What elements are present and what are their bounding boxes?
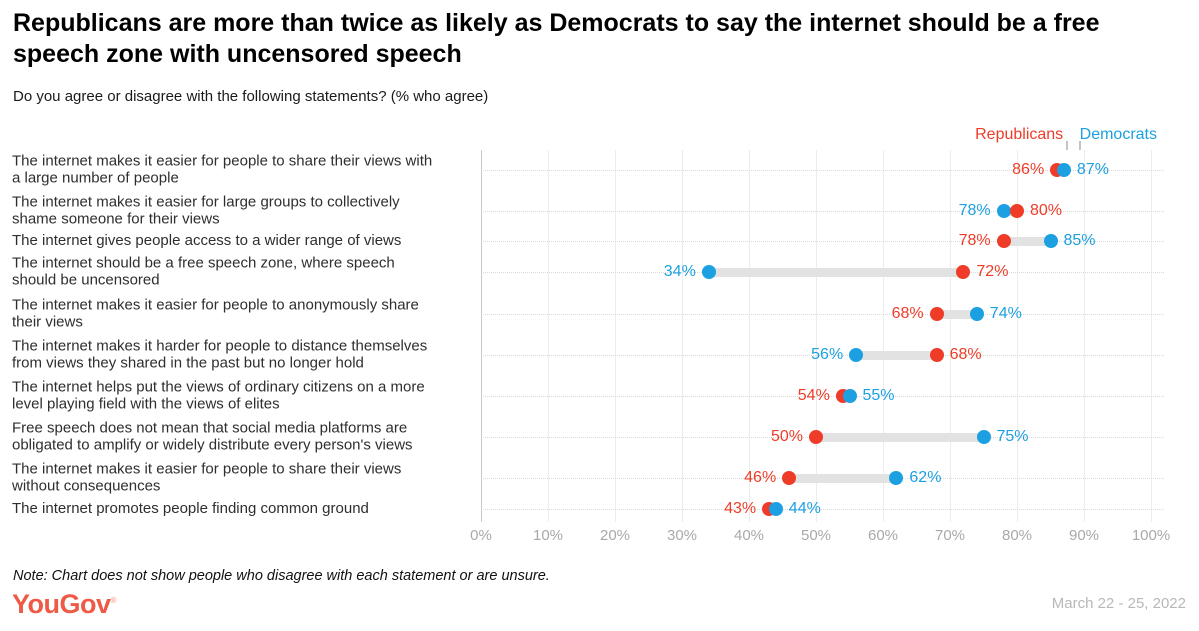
value-label-republicans: 68% — [891, 305, 924, 322]
chart-note: Note: Chart does not show people who dis… — [13, 568, 550, 584]
row-dotted-gridline — [481, 241, 1164, 242]
legend-pointer-tick — [1079, 141, 1081, 150]
dumbbell-dot-democrats — [969, 307, 984, 321]
x-axis-tick-label: 10% — [532, 527, 564, 544]
category-label: The internet makes it harder for people … — [12, 337, 428, 371]
gridline — [1017, 150, 1018, 522]
dumbbell-dot-republicans — [1010, 204, 1024, 218]
x-axis-tick-label: 20% — [599, 527, 631, 544]
value-label-republicans: 68% — [949, 346, 982, 363]
gridline — [816, 150, 817, 522]
gridline — [548, 150, 549, 522]
dumbbell-dot-republicans — [996, 234, 1011, 248]
gridline — [950, 150, 951, 522]
dumbbell-dot-democrats — [889, 471, 904, 485]
dumbbell-dot-democrats — [996, 204, 1011, 218]
row-dotted-gridline — [481, 314, 1164, 315]
value-label-democrats: 75% — [996, 428, 1029, 445]
legend: Republicans Democrats — [963, 126, 1157, 144]
category-label: The internet makes it easier for people … — [12, 460, 402, 494]
dumbbell-connector — [856, 350, 937, 360]
dumbbell-dot-democrats — [701, 265, 716, 279]
category-label: The internet should be a free speech zon… — [12, 254, 395, 288]
value-label-republicans: 46% — [744, 469, 777, 486]
x-axis-tick-label: 100% — [1131, 527, 1171, 544]
category-label: The internet makes it easier for people … — [12, 296, 419, 330]
value-label-democrats: 55% — [862, 387, 895, 404]
value-label-republicans: 72% — [976, 263, 1009, 280]
category-label: The internet helps put the views of ordi… — [12, 378, 425, 412]
registered-mark: ® — [110, 596, 117, 605]
value-label-democrats: 87% — [1076, 161, 1109, 178]
value-label-democrats: 74% — [989, 305, 1022, 322]
value-label-republicans: 80% — [1030, 202, 1063, 219]
x-axis-tick-label: 70% — [934, 527, 966, 544]
value-label-republicans: 78% — [958, 232, 991, 249]
gridline — [615, 150, 616, 522]
legend-republicans-label: Republicans — [975, 126, 1064, 143]
value-label-democrats: 56% — [811, 346, 844, 363]
dumbbell-dot-democrats — [849, 348, 864, 362]
x-axis-tick-label: 30% — [666, 527, 698, 544]
gridline — [1151, 150, 1152, 522]
date-range: March 22 - 25, 2022 — [1051, 595, 1186, 612]
dumbbell-dot-republicans — [929, 307, 944, 321]
yougov-logo: YouGov® — [12, 589, 116, 620]
dumbbell-dot-democrats — [976, 430, 991, 444]
legend-pointer-tick — [1066, 141, 1068, 150]
row-dotted-gridline — [481, 170, 1164, 171]
dumbbell-connector — [1003, 236, 1051, 246]
gridline — [481, 150, 482, 522]
dumbbell-connector — [708, 267, 964, 277]
x-axis-tick-label: 90% — [1068, 527, 1100, 544]
dumbbell-dot-republicans — [929, 348, 944, 362]
value-label-republicans: 50% — [770, 428, 803, 445]
category-label: The internet makes it easier for large g… — [12, 193, 400, 227]
value-label-democrats: 44% — [788, 500, 821, 517]
dumbbell-connector — [789, 473, 897, 483]
yougov-logo-text: YouGov — [12, 589, 111, 619]
x-axis-tick-label: 80% — [1001, 527, 1033, 544]
dumbbell-connector — [816, 432, 984, 442]
category-label: The internet makes it easier for people … — [12, 152, 433, 186]
x-axis-tick-label: 0% — [470, 527, 492, 544]
chart-title: Republicans are more than twice as likel… — [13, 9, 1100, 68]
gridline — [883, 150, 884, 522]
value-label-democrats: 78% — [958, 202, 991, 219]
chart-subtitle: Do you agree or disagree with the follow… — [13, 88, 489, 105]
gridline — [682, 150, 683, 522]
value-label-republicans: 43% — [724, 500, 757, 517]
legend-democrats-label: Democrats — [1079, 126, 1157, 143]
value-label-democrats: 62% — [909, 469, 942, 486]
value-label-republicans: 86% — [1012, 161, 1045, 178]
dumbbell-dot-republicans — [809, 430, 823, 444]
x-axis-tick-label: 40% — [733, 527, 765, 544]
value-label-democrats: 85% — [1063, 232, 1096, 249]
dumbbell-dot-democrats — [768, 502, 783, 516]
dumbbell-dot-republicans — [782, 471, 797, 485]
dumbbell-dot-democrats — [1043, 234, 1058, 248]
dumbbell-connector — [936, 309, 977, 319]
dumbbell-dot-republicans — [956, 265, 971, 279]
category-label: The internet promotes people finding com… — [12, 499, 369, 517]
x-axis-tick-label: 50% — [800, 527, 832, 544]
gridline — [749, 150, 750, 522]
category-label: Free speech does not mean that social me… — [12, 419, 413, 453]
row-dotted-gridline — [481, 396, 1164, 397]
value-label-democrats: 34% — [663, 263, 696, 280]
dumbbell-dot-democrats — [1056, 163, 1071, 177]
gridline — [1084, 150, 1085, 522]
value-label-republicans: 54% — [797, 387, 830, 404]
category-label: The internet gives people access to a wi… — [12, 231, 402, 249]
x-axis-tick-label: 60% — [867, 527, 899, 544]
row-dotted-gridline — [481, 355, 1164, 356]
dumbbell-dot-democrats — [842, 389, 857, 403]
row-dotted-gridline — [481, 509, 1164, 510]
row-dotted-gridline — [481, 211, 1164, 212]
